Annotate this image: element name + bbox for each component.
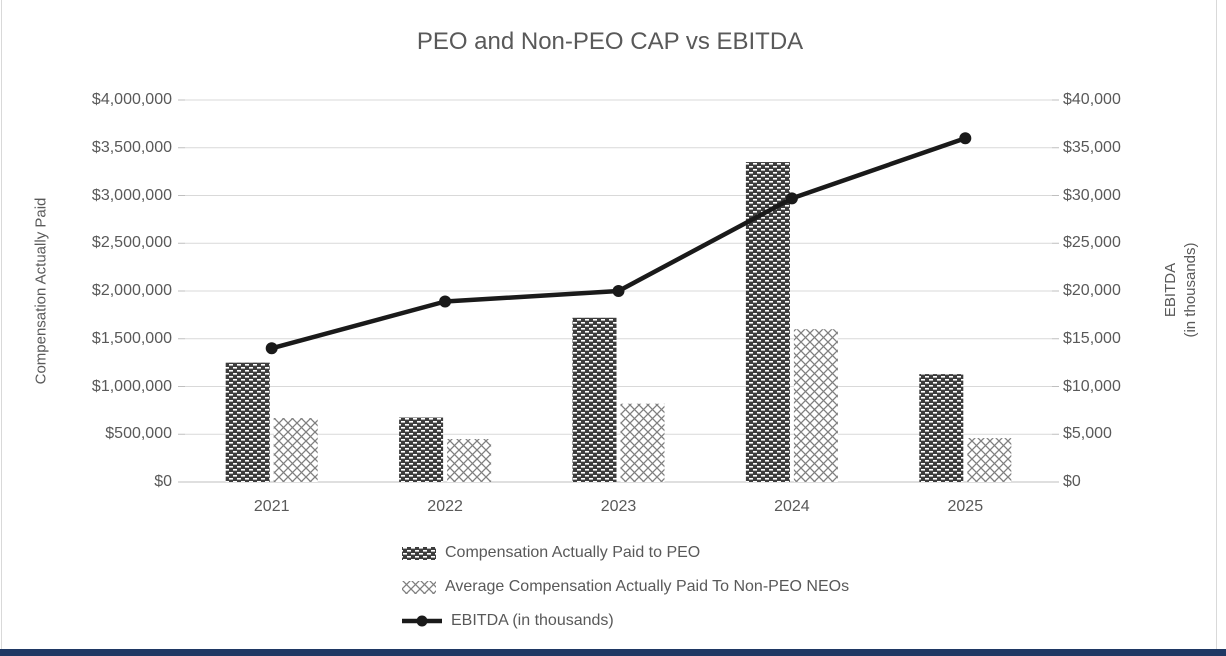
bar-non-peo-cap <box>620 403 665 482</box>
legend-item-non-peo: Average Compensation Actually Paid To No… <box>402 575 849 598</box>
left-axis-tick-label: $2,500,000 <box>91 234 172 252</box>
ebitda-line-marker <box>612 285 625 297</box>
left-axis-tick-label: $0 <box>154 473 172 490</box>
right-axis-tick-label: $25,000 <box>1063 234 1121 252</box>
bar-non-peo-cap <box>967 438 1012 482</box>
ebitda-line-marker <box>785 192 798 205</box>
right-axis-tick-label: $10,000 <box>1063 377 1121 395</box>
bar-non-peo-cap <box>793 329 838 482</box>
left-axis-title: Compensation Actually Paid <box>32 197 50 385</box>
bar-peo-cap <box>919 374 964 482</box>
legend-item-ebitda: EBITDA (in thousands) <box>402 609 849 632</box>
right-axis-tick-label: $40,000 <box>1063 91 1121 108</box>
bottom-navy-bar <box>0 649 1226 656</box>
ebitda-line-marker <box>959 132 972 145</box>
legend-swatch-non-peo-pattern-icon <box>402 580 436 594</box>
bar-peo-cap <box>745 162 790 482</box>
legend-swatch-peo-pattern-icon <box>402 546 436 560</box>
right-axis-tick-label: $5,000 <box>1063 425 1112 443</box>
bar-peo-cap <box>572 317 617 482</box>
right-axis-tick-label: $30,000 <box>1063 186 1121 204</box>
right-axis-title-line1: EBITDA <box>1162 262 1179 318</box>
bar-non-peo-cap <box>273 418 318 482</box>
bar-peo-cap <box>399 417 444 482</box>
right-axis-tick-label: $20,000 <box>1063 282 1121 299</box>
frame-border-right <box>1216 0 1217 650</box>
left-axis-tick-label: $4,000,000 <box>91 91 172 108</box>
right-axis-tick-label: $15,000 <box>1063 329 1121 347</box>
ebitda-line-marker <box>439 295 452 308</box>
x-axis-category-label: 2024 <box>774 498 810 515</box>
chart-legend: Compensation Actually Paid to PEO Averag… <box>402 541 849 643</box>
left-axis-tick-label: $500,000 <box>105 425 172 443</box>
left-axis-tick-label: $2,000,000 <box>91 282 172 299</box>
legend-label-peo: Compensation Actually Paid to PEO <box>445 543 701 561</box>
legend-swatch-ebitda-line-icon <box>402 614 442 628</box>
chart-title: PEO and Non-PEO CAP vs EBITDA <box>416 28 804 55</box>
bar-peo-cap <box>225 362 270 482</box>
ebitda-line-marker <box>265 342 278 355</box>
x-axis-category-label: 2023 <box>600 498 637 515</box>
right-axis-title-line2: (in thousands) <box>1182 242 1199 338</box>
legend-label-non-peo: Average Compensation Actually Paid To No… <box>445 577 850 595</box>
left-axis-tick-label: $1,500,000 <box>91 329 172 347</box>
right-axis-title: EBITDA (in thousands) <box>1161 242 1201 337</box>
left-axis-tick-label: $3,500,000 <box>91 138 172 156</box>
x-axis-category-label: 2021 <box>253 498 290 515</box>
legend-item-peo: Compensation Actually Paid to PEO <box>402 541 849 564</box>
legend-label-ebitda: EBITDA (in thousands) <box>451 611 614 629</box>
x-axis-category-label: 2022 <box>427 498 463 515</box>
left-axis-tick-label: $3,000,000 <box>91 186 172 204</box>
x-axis-category-label: 2025 <box>947 498 984 515</box>
frame-border-left <box>1 0 2 650</box>
right-axis-tick-label: $35,000 <box>1063 138 1121 156</box>
right-axis-tick-label: $0 <box>1063 473 1081 490</box>
bar-non-peo-cap <box>447 439 492 482</box>
left-axis-tick-label: $1,000,000 <box>91 377 172 395</box>
